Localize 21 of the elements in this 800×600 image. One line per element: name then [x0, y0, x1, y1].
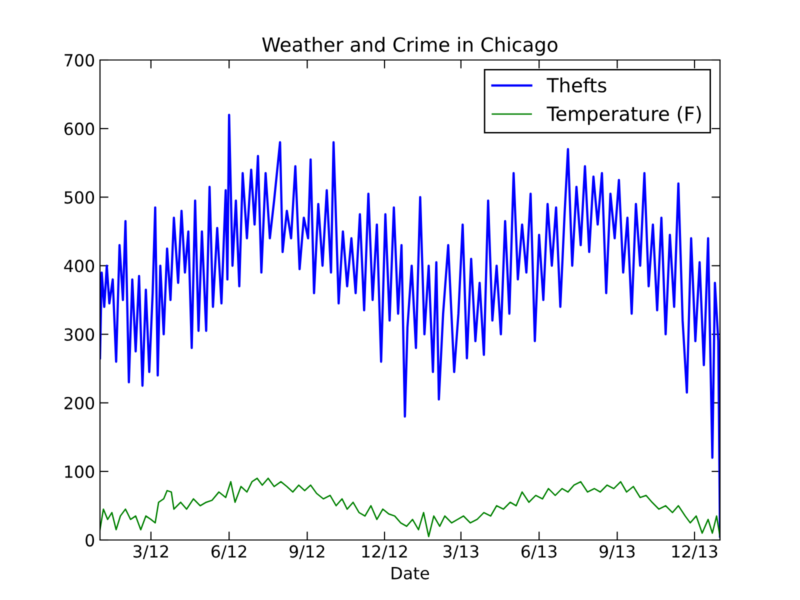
- x-tick-label: 9/12: [290, 545, 324, 560]
- y-tick-label: 500: [64, 191, 94, 204]
- y-tick-label: 400: [64, 260, 94, 272]
- x-tick-label: 6/13: [522, 545, 556, 560]
- x-tick-label: 9/13: [600, 545, 635, 560]
- legend-label: Temperature (F): [546, 106, 701, 125]
- chart-title: Weather and Crime in Chicago: [262, 36, 558, 56]
- x-tick-label: 3/13: [444, 545, 478, 560]
- x-tick-label: 3/12: [134, 545, 168, 560]
- y-tick-label: 600: [64, 122, 94, 136]
- line-series: [100, 478, 720, 538]
- x-axis-title: Date: [392, 567, 430, 580]
- y-tick-label: 100: [65, 465, 94, 478]
- x-tick-label: 12/13: [672, 545, 718, 560]
- y-tick-label: 0: [86, 534, 94, 547]
- y-tick-label: 700: [64, 54, 94, 67]
- x-tick-label: 12/12: [362, 545, 407, 560]
- y-tick-label: 200: [64, 396, 94, 410]
- y-tick-label: 300: [64, 328, 94, 341]
- x-tick-label: 6/12: [212, 545, 246, 560]
- legend-label: Thefts: [546, 78, 606, 93]
